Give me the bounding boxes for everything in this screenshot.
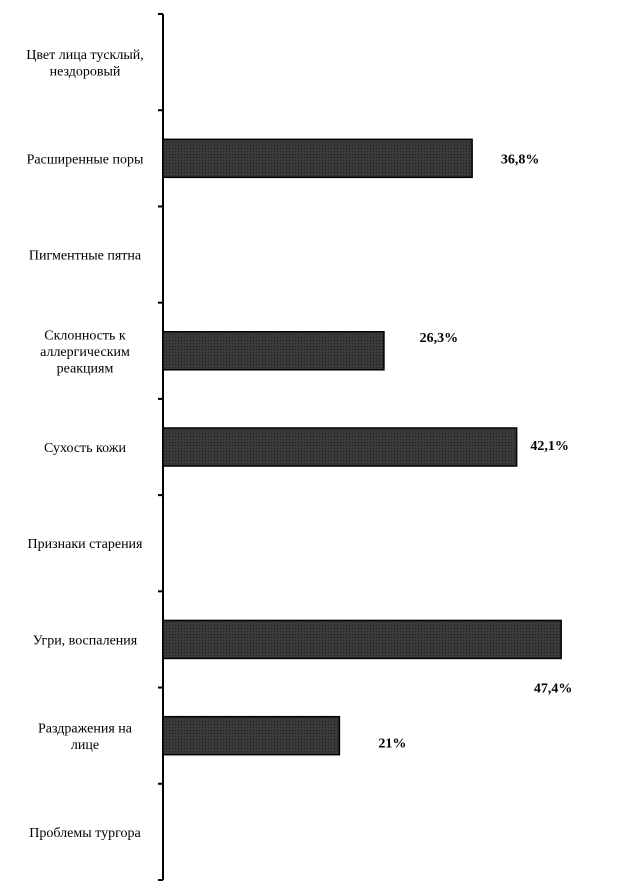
value-label: 36,8% [501, 152, 540, 167]
category-label-line: Раздражения на [38, 721, 133, 736]
value-label: 42,1% [530, 439, 569, 454]
category-label-line: Цвет лица тусклый, [26, 48, 144, 63]
bar [162, 715, 341, 756]
category-label: Проблемы тургора [29, 826, 141, 841]
category-label-line: Признаки старения [28, 537, 144, 552]
category-label-line: Угри, воспаления [33, 633, 138, 648]
category-label-line: Сухость кожи [44, 441, 126, 456]
category-label-line: лице [71, 738, 99, 753]
category-label-line: нездоровый [50, 64, 121, 79]
category-label-line: аллергическим [40, 345, 130, 360]
category-label: Расширенные поры [27, 152, 144, 167]
category-label-line: Склонность к [44, 328, 126, 343]
bar [162, 138, 473, 179]
bar [162, 331, 385, 371]
category-label: Склонность к аллергическим реакциям [40, 328, 130, 376]
category-label: Раздражения на лице [38, 721, 133, 753]
bar [162, 619, 562, 660]
category-label: Цвет лица тусклый, нездоровый [26, 48, 144, 80]
value-label: 21% [378, 737, 406, 752]
category-label-line: Пигментные пятна [29, 249, 142, 264]
category-label: Сухость кожи [44, 441, 126, 456]
category-label-line: Проблемы тургора [29, 826, 141, 841]
bar [162, 427, 518, 467]
category-label: Признаки старения [28, 537, 144, 552]
category-label: Пигментные пятна [29, 249, 142, 264]
category-label-line: Расширенные поры [27, 152, 144, 167]
category-label: Угри, воспаления [33, 633, 138, 648]
category-label-line: реакциям [57, 361, 114, 376]
value-label: 47,4% [534, 681, 573, 696]
value-label: 26,3% [420, 331, 459, 346]
